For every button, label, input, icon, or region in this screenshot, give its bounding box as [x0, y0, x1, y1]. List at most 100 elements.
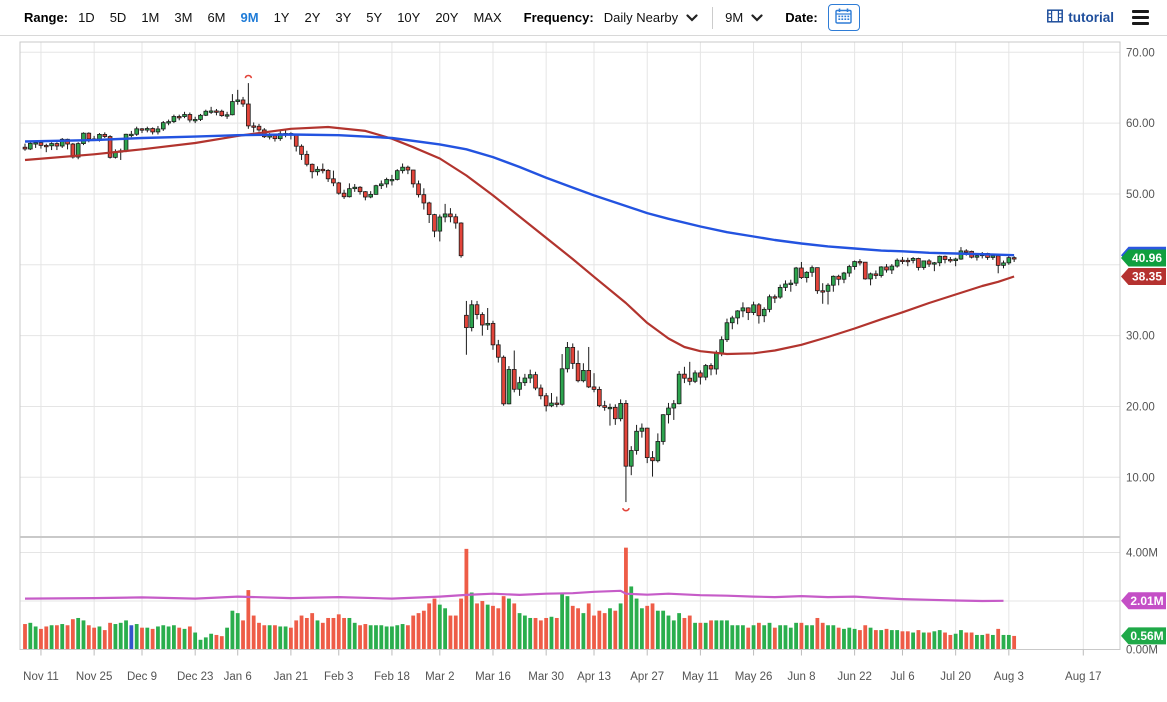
volume-bar[interactable]	[581, 613, 586, 650]
candle[interactable]	[293, 134, 299, 147]
volume-bar[interactable]	[395, 625, 400, 650]
range-item-max[interactable]: MAX	[473, 10, 502, 25]
candle[interactable]	[139, 128, 145, 131]
volume-bar[interactable]	[134, 624, 139, 650]
candle[interactable]	[862, 261, 868, 280]
candle[interactable]	[990, 255, 996, 258]
volume-bar[interactable]	[916, 630, 921, 650]
range-item-10y[interactable]: 10Y	[397, 10, 421, 25]
range-item-5y[interactable]: 5Y	[366, 10, 383, 25]
candle[interactable]	[740, 307, 746, 312]
volume-bar[interactable]	[927, 632, 931, 650]
volume-bar[interactable]	[379, 625, 384, 650]
volume-bar[interactable]	[475, 603, 479, 650]
volume-bar[interactable]	[831, 625, 836, 650]
candle[interactable]	[171, 116, 177, 123]
candle[interactable]	[325, 169, 331, 180]
candle[interactable]	[33, 142, 38, 145]
candle[interactable]	[363, 191, 368, 198]
volume-bar[interactable]	[150, 628, 155, 650]
candle[interactable]	[336, 182, 342, 194]
candle[interactable]	[203, 110, 209, 116]
volume-bar[interactable]	[852, 628, 857, 650]
volume-bar[interactable]	[172, 625, 176, 650]
volume-bar[interactable]	[97, 626, 102, 650]
volume-bar[interactable]	[937, 630, 942, 650]
candle[interactable]	[485, 322, 490, 326]
volume-bar[interactable]	[230, 610, 235, 650]
range-item-1m[interactable]: 1M	[141, 10, 160, 25]
volume-bar[interactable]	[741, 625, 745, 650]
volume-bar[interactable]	[671, 620, 676, 650]
volume-bar[interactable]	[304, 617, 309, 650]
volume-bar[interactable]	[948, 634, 953, 650]
candle[interactable]	[554, 402, 560, 405]
candle[interactable]	[836, 275, 841, 280]
volume-bar[interactable]	[772, 627, 777, 650]
volume-bar[interactable]	[1012, 635, 1017, 650]
candle[interactable]	[357, 186, 363, 193]
candle[interactable]	[767, 296, 772, 310]
volume-bar[interactable]	[528, 617, 533, 650]
volume-bar[interactable]	[576, 608, 580, 650]
volume-bar[interactable]	[416, 613, 421, 650]
volume-bar[interactable]	[124, 620, 128, 650]
volume-bar[interactable]	[879, 630, 884, 650]
volume-bar[interactable]	[267, 625, 272, 650]
range-item-20y[interactable]: 20Y	[435, 10, 459, 25]
volume-bar[interactable]	[820, 622, 825, 650]
candle[interactable]	[857, 261, 863, 264]
candle[interactable]	[543, 395, 549, 407]
candle[interactable]	[309, 163, 315, 173]
candle[interactable]	[926, 260, 932, 265]
candle[interactable]	[841, 272, 847, 280]
candle[interactable]	[43, 144, 49, 148]
candle[interactable]	[1006, 257, 1012, 264]
price-volume-chart[interactable]: 70.00 60.00 50.00 30.00 20.00 10.00 4.00M 0.00M…	[0, 36, 1167, 697]
volume-bar[interactable]	[283, 626, 288, 650]
volume-bar[interactable]	[735, 625, 740, 650]
volume-bar[interactable]	[943, 632, 947, 650]
range-item-2y[interactable]: 2Y	[304, 10, 321, 25]
volume-bar[interactable]	[496, 608, 501, 650]
volume-bar[interactable]	[560, 593, 565, 650]
candle[interactable]	[347, 188, 352, 198]
candle[interactable]	[474, 304, 480, 315]
candle[interactable]	[506, 369, 512, 405]
candle[interactable]	[724, 322, 730, 341]
candle[interactable]	[852, 261, 857, 267]
volume-bar[interactable]	[161, 625, 166, 650]
volume-bar[interactable]	[118, 622, 123, 650]
candle[interactable]	[953, 258, 958, 262]
volume-bar[interactable]	[751, 625, 756, 650]
candle[interactable]	[878, 266, 884, 276]
candle[interactable]	[634, 430, 639, 451]
candle[interactable]	[464, 314, 469, 329]
candle[interactable]	[974, 255, 980, 258]
volume-bar[interactable]	[65, 625, 70, 650]
candle[interactable]	[948, 259, 953, 262]
candle[interactable]	[708, 365, 714, 370]
volume-bar[interactable]	[863, 625, 868, 650]
volume-bar[interactable]	[187, 626, 192, 650]
candle[interactable]	[86, 132, 92, 140]
candle[interactable]	[182, 114, 187, 117]
volume-bar[interactable]	[257, 622, 261, 650]
volume-bar[interactable]	[235, 613, 240, 650]
candle[interactable]	[772, 296, 778, 299]
volume-bar[interactable]	[799, 622, 804, 650]
tutorial-link[interactable]: tutorial	[1047, 9, 1114, 26]
volume-bar[interactable]	[347, 617, 352, 650]
volume-bar[interactable]	[241, 620, 245, 650]
candle[interactable]	[272, 135, 278, 140]
volume-bar[interactable]	[156, 626, 160, 650]
volume-bar[interactable]	[33, 626, 38, 650]
candle[interactable]	[719, 339, 724, 354]
candle[interactable]	[187, 114, 193, 121]
volume-bar[interactable]	[182, 628, 187, 650]
volume-bar[interactable]	[661, 610, 666, 650]
candle[interactable]	[38, 142, 44, 146]
volume-bar[interactable]	[294, 620, 299, 650]
volume-bar[interactable]	[624, 547, 628, 650]
volume-bar[interactable]	[113, 624, 118, 650]
